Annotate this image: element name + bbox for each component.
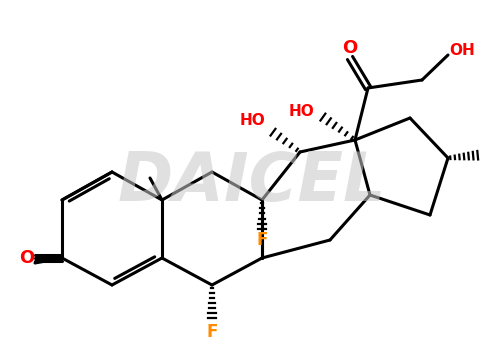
- Text: O: O: [20, 249, 34, 267]
- Text: OH: OH: [449, 42, 475, 58]
- Text: HO: HO: [239, 112, 265, 128]
- Text: O: O: [342, 39, 357, 57]
- Text: F: F: [206, 323, 218, 341]
- Text: DAICEL: DAICEL: [118, 149, 386, 215]
- Text: HO: HO: [289, 104, 315, 118]
- Text: F: F: [256, 231, 268, 249]
